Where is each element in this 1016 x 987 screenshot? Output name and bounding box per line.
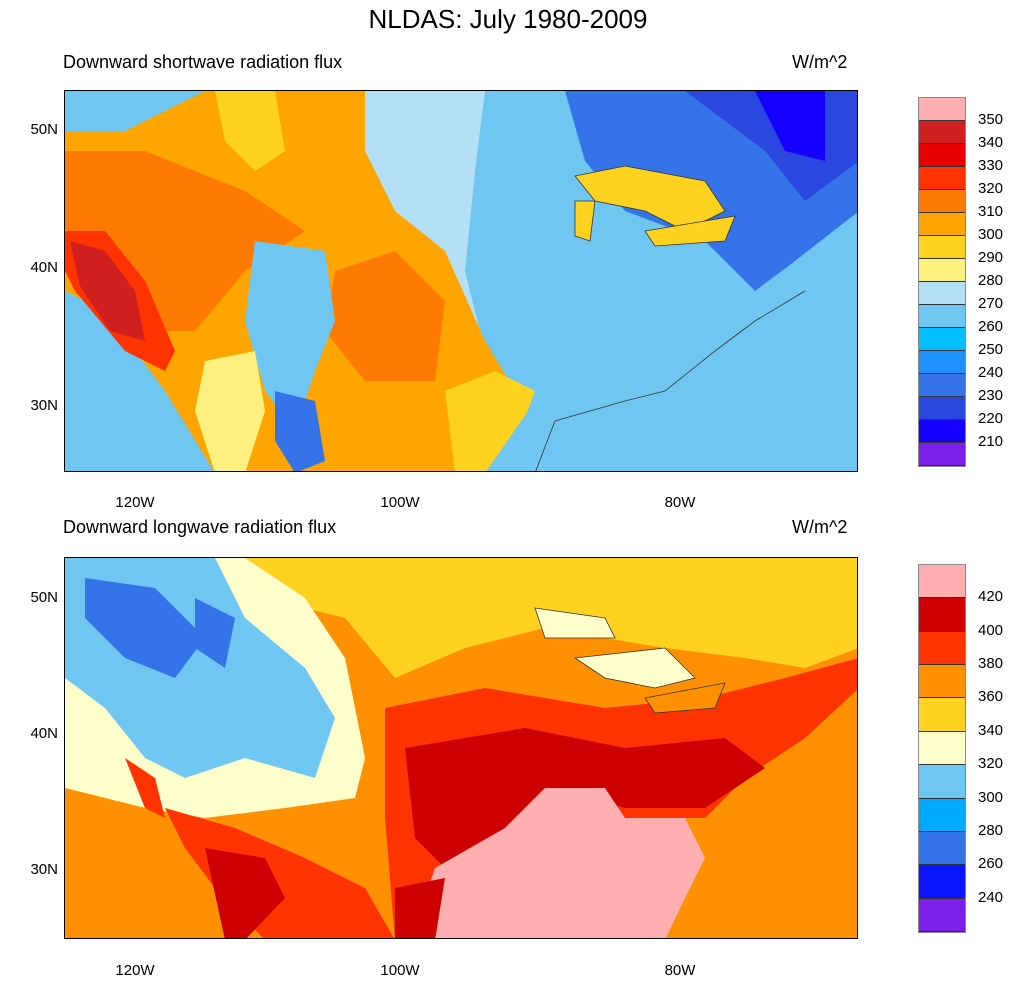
shortwave-map (64, 90, 858, 472)
colorbar-label: 380 (978, 655, 1004, 673)
lat-label-50n: 50N (30, 121, 58, 138)
colorbar-label: 340 (978, 721, 1004, 739)
lon-label-120w: 120W (115, 494, 155, 511)
colorbar-label: 400 (978, 621, 1004, 639)
colorbar-box (919, 698, 965, 732)
colorbar-box (919, 598, 965, 632)
colorbar-box (919, 731, 965, 766)
colorbar-label: 320 (978, 180, 1004, 197)
figure-title: NLDAS: July 1980-2009 (368, 4, 648, 34)
colorbar-label: 270 (978, 295, 1004, 312)
colorbar-label: 250 (978, 341, 1004, 358)
lon-label-80w-longwave: 80W (664, 962, 696, 979)
colorbar-box (919, 443, 965, 466)
lat-label-40n: 40N (30, 259, 58, 276)
colorbar-box (919, 259, 965, 282)
colorbar-label: 260 (978, 855, 1004, 873)
colorbar-box (919, 351, 965, 374)
panel-title-shortwave: Downward shortwave radiation flux (63, 52, 343, 72)
shortwave-colorbar (918, 97, 966, 467)
lat-label-30n: 30N (30, 397, 58, 414)
colorbar-label: 330 (978, 157, 1004, 174)
colorbar-box (919, 565, 965, 599)
colorbar-label: 220 (978, 410, 1004, 427)
colorbar-label: 240 (978, 364, 1004, 381)
colorbar-box (919, 898, 965, 932)
colorbar-box (919, 167, 965, 190)
colorbar-label: 420 (978, 588, 1004, 606)
colorbar-box (919, 420, 965, 443)
colorbar-label: 280 (978, 821, 1004, 839)
colorbar-label: 230 (978, 387, 1004, 404)
lon-label-100w-longwave: 100W (380, 962, 420, 979)
lon-label-80w: 80W (664, 494, 696, 511)
colorbar-label: 300 (978, 226, 1004, 243)
colorbar-box (919, 374, 965, 397)
colorbar-label: 280 (978, 272, 1004, 289)
colorbar-box (919, 236, 965, 259)
colorbar-label: 320 (978, 755, 1004, 773)
colorbar-box (919, 282, 965, 305)
lon-label-100w: 100W (380, 494, 420, 511)
lat-label-30n-longwave: 30N (30, 861, 58, 878)
colorbar-box (919, 328, 965, 351)
lon-label-120w-longwave: 120W (115, 962, 155, 979)
colorbar-box (919, 305, 965, 328)
colorbar-label: 300 (978, 788, 1004, 806)
colorbar-box (919, 765, 965, 799)
longwave-map (64, 557, 858, 939)
colorbar-box (919, 144, 965, 167)
colorbar-box (919, 865, 965, 899)
units-label-shortwave: W/m^2 (792, 52, 848, 72)
colorbar-box (919, 831, 965, 866)
colorbar-label: 350 (978, 111, 1004, 128)
colorbar-box (919, 190, 965, 213)
colorbar-box (919, 98, 965, 121)
panel-title-longwave: Downward longwave radiation flux (63, 517, 337, 537)
colorbar-label: 240 (978, 888, 1004, 906)
colorbar-box (919, 121, 965, 144)
colorbar-box (919, 213, 965, 236)
colorbar-label: 260 (978, 318, 1004, 335)
colorbar-label: 360 (978, 688, 1004, 706)
colorbar-label: 290 (978, 249, 1004, 266)
colorbar-box (919, 665, 965, 699)
lat-label-40n-longwave: 40N (30, 725, 58, 742)
colorbar-box (919, 631, 965, 666)
lat-label-50n-longwave: 50N (30, 589, 58, 606)
longwave-colorbar (918, 564, 966, 933)
colorbar-label: 310 (978, 203, 1004, 220)
colorbar-box (919, 798, 965, 832)
colorbar-label: 210 (978, 433, 1004, 450)
colorbar-box (919, 397, 965, 420)
colorbar-label: 340 (978, 134, 1004, 151)
units-label-longwave: W/m^2 (792, 517, 848, 537)
